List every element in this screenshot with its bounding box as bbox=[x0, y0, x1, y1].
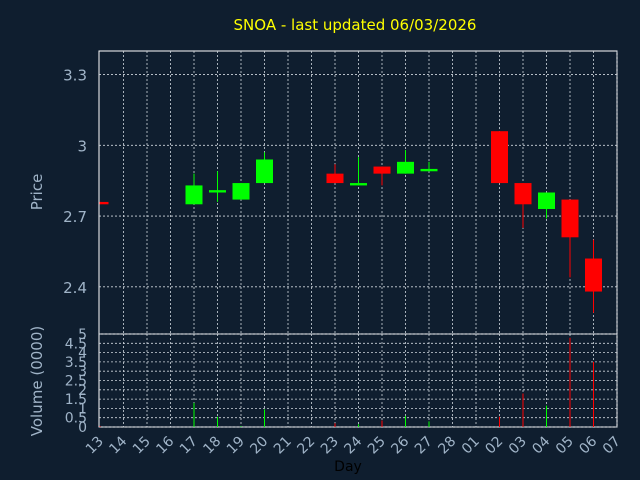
volume-panel: 00.511.522.533.544.55 Volume (0000) bbox=[28, 326, 618, 436]
x-tick-label: 07 bbox=[600, 434, 624, 458]
x-tick-label: 19 bbox=[224, 434, 248, 458]
chart-title: SNOA - last updated 06/03/2026 bbox=[234, 16, 477, 34]
candle-body bbox=[420, 168, 438, 172]
price-tick-label: 3 bbox=[77, 137, 87, 155]
candle-body bbox=[514, 183, 532, 205]
x-tick-label: 15 bbox=[130, 434, 154, 458]
candle-body bbox=[326, 173, 344, 184]
x-tick-label: 14 bbox=[106, 433, 130, 457]
volume-axis-label: Volume (0000) bbox=[28, 326, 46, 436]
volume-tick-label: 4 bbox=[78, 346, 87, 362]
price-tick-label: 3.3 bbox=[63, 67, 87, 85]
x-axis-label: Day bbox=[334, 459, 362, 475]
candle-body bbox=[561, 199, 579, 238]
x-tick-label: 28 bbox=[435, 434, 459, 458]
x-tick-label: 03 bbox=[506, 434, 530, 458]
volume-tick-label: 1 bbox=[78, 401, 87, 417]
x-tick-label: 01 bbox=[459, 434, 483, 458]
candle-body bbox=[256, 159, 273, 184]
x-tick-label: 17 bbox=[177, 434, 201, 458]
candle-body bbox=[185, 185, 203, 205]
volume-grid bbox=[99, 333, 618, 428]
volume-bars bbox=[99, 337, 594, 427]
candle-body bbox=[585, 258, 602, 292]
x-tick-label: 25 bbox=[365, 434, 389, 458]
x-tick-label: 23 bbox=[318, 434, 342, 458]
volume-tick-label: 2 bbox=[78, 383, 87, 399]
volume-tick-label: 0 bbox=[78, 420, 87, 436]
candle-body bbox=[491, 131, 508, 184]
x-tick-label: 27 bbox=[412, 434, 436, 458]
x-ticks: 13 14 15 16 17 18 19 20 21 22 23 24 25 26 27 28 01 02 03 04… bbox=[83, 433, 624, 457]
candle-body bbox=[209, 190, 226, 193]
price-tick-label: 2.4 bbox=[63, 279, 87, 297]
x-tick-label: 18 bbox=[200, 434, 224, 458]
x-tick-label: 04 bbox=[529, 433, 553, 457]
candle-body bbox=[373, 166, 391, 174]
price-panel: 2.4 2.7 3 3.3 Price bbox=[28, 50, 618, 335]
x-tick-label: 02 bbox=[482, 434, 506, 458]
candle-body bbox=[100, 201, 109, 205]
x-tick-label: 20 bbox=[247, 434, 271, 458]
volume-tick-label: 4.5 bbox=[65, 336, 87, 352]
x-tick-label: 05 bbox=[553, 434, 577, 458]
x-tick-label: 06 bbox=[576, 433, 600, 457]
price-y-ticks: 2.4 2.7 3 3.3 bbox=[63, 67, 87, 297]
candle-body bbox=[397, 161, 414, 174]
volume-tick-label: 5 bbox=[78, 327, 87, 343]
x-tick-label: 26 bbox=[388, 433, 412, 457]
price-axis-label: Price bbox=[28, 174, 46, 211]
volume-tick-label: 3.5 bbox=[65, 355, 87, 371]
x-tick-label: 21 bbox=[271, 434, 295, 458]
x-tick-label: 24 bbox=[341, 433, 365, 457]
candle-body bbox=[538, 192, 555, 210]
volume-tick-label: 0.5 bbox=[65, 411, 87, 427]
volume-tick-label: 3 bbox=[78, 364, 87, 380]
candle-body bbox=[232, 183, 250, 200]
candles bbox=[99, 131, 602, 313]
x-tick-label: 22 bbox=[294, 434, 318, 458]
x-tick-label: 16 bbox=[153, 433, 177, 457]
volume-tick-label: 2.5 bbox=[65, 374, 87, 390]
volume-tick-label: 1.5 bbox=[65, 392, 87, 408]
x-tick-label: 13 bbox=[83, 434, 107, 458]
candle-body bbox=[350, 183, 367, 186]
volume-y-ticks: 00.511.522.533.544.55 bbox=[65, 327, 87, 436]
price-tick-label: 2.7 bbox=[63, 208, 87, 226]
